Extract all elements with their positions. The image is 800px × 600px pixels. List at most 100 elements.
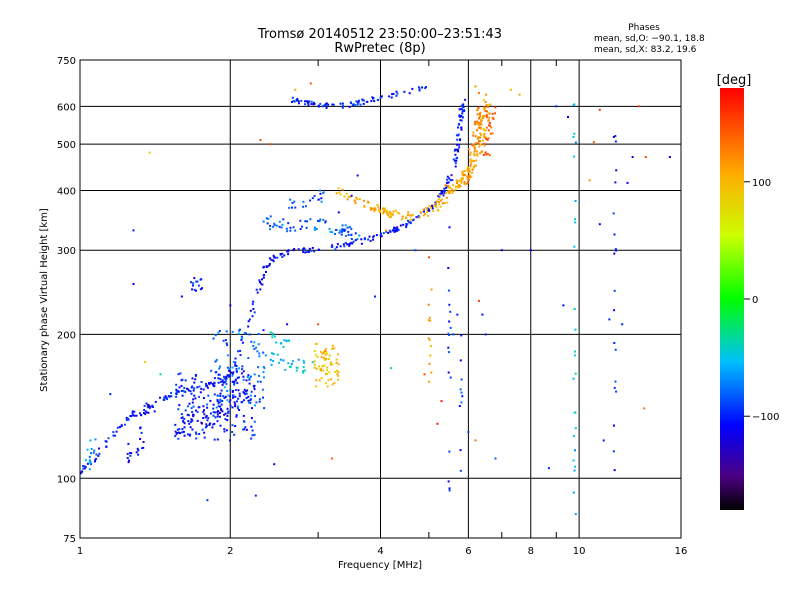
data-point bbox=[418, 89, 421, 92]
data-point bbox=[219, 394, 222, 397]
data-point bbox=[458, 108, 461, 111]
data-point bbox=[147, 411, 150, 414]
data-point bbox=[188, 434, 191, 437]
data-point bbox=[221, 383, 224, 386]
data-point bbox=[279, 358, 282, 361]
data-point bbox=[90, 448, 93, 450]
data-point bbox=[255, 288, 258, 291]
y-tick-label: 600 bbox=[57, 102, 76, 113]
data-point bbox=[293, 100, 296, 103]
data-point bbox=[305, 251, 308, 254]
data-point bbox=[484, 151, 487, 154]
data-point bbox=[615, 169, 618, 172]
data-point bbox=[269, 358, 272, 361]
data-point bbox=[226, 390, 229, 392]
data-point bbox=[321, 365, 324, 368]
data-point bbox=[473, 145, 476, 147]
data-point bbox=[460, 104, 463, 107]
data-point bbox=[442, 190, 445, 193]
data-point bbox=[324, 382, 327, 385]
data-point bbox=[326, 372, 329, 375]
data-point bbox=[90, 452, 92, 455]
data-point bbox=[225, 377, 228, 380]
data-point bbox=[320, 377, 323, 380]
data-point bbox=[401, 217, 404, 220]
data-point bbox=[572, 435, 575, 438]
data-point bbox=[272, 359, 275, 362]
data-point bbox=[302, 359, 305, 362]
data-point bbox=[573, 103, 576, 106]
data-point bbox=[408, 92, 411, 95]
data-point bbox=[176, 428, 179, 431]
data-point bbox=[278, 361, 280, 364]
data-point bbox=[463, 181, 466, 183]
data-point bbox=[236, 407, 239, 409]
data-point bbox=[88, 468, 91, 471]
data-point bbox=[447, 181, 450, 184]
x-tick-label: 1 bbox=[77, 546, 83, 557]
data-point bbox=[223, 430, 226, 433]
colorbar-label: [deg] bbox=[717, 73, 752, 88]
data-point bbox=[273, 222, 276, 225]
data-point bbox=[215, 406, 218, 409]
data-point bbox=[293, 248, 296, 250]
data-point bbox=[253, 341, 256, 344]
data-point bbox=[311, 197, 314, 200]
data-point bbox=[252, 300, 255, 303]
data-point bbox=[313, 226, 316, 229]
data-point bbox=[331, 363, 334, 366]
data-point bbox=[233, 383, 236, 386]
data-point bbox=[235, 367, 238, 370]
data-point bbox=[461, 109, 464, 112]
data-point bbox=[608, 318, 611, 321]
data-point bbox=[574, 465, 577, 468]
data-point bbox=[225, 342, 228, 345]
data-point bbox=[328, 358, 330, 360]
data-point bbox=[225, 376, 228, 379]
data-point bbox=[313, 366, 316, 369]
data-point bbox=[330, 378, 332, 381]
data-point bbox=[451, 179, 454, 182]
colorbar-tick-label: −100 bbox=[752, 412, 779, 423]
data-point bbox=[476, 120, 479, 123]
data-point bbox=[143, 412, 145, 414]
data-point bbox=[342, 243, 345, 246]
data-point bbox=[328, 371, 331, 374]
data-point bbox=[337, 211, 340, 214]
data-point bbox=[466, 177, 469, 180]
data-point bbox=[137, 449, 140, 452]
data-point bbox=[127, 417, 129, 420]
data-point bbox=[291, 201, 294, 204]
data-point bbox=[305, 205, 307, 208]
data-point bbox=[313, 350, 316, 352]
data-point bbox=[242, 391, 245, 394]
data-point bbox=[247, 325, 250, 328]
data-point bbox=[461, 178, 464, 181]
data-point bbox=[369, 208, 372, 211]
data-point bbox=[256, 350, 259, 353]
data-point bbox=[466, 181, 469, 184]
data-point bbox=[269, 228, 272, 231]
data-point bbox=[360, 238, 363, 241]
data-point bbox=[328, 354, 331, 357]
data-point bbox=[178, 431, 180, 434]
data-point bbox=[480, 117, 483, 120]
data-point bbox=[322, 191, 325, 194]
data-point bbox=[615, 390, 618, 393]
data-point bbox=[270, 363, 273, 366]
data-point bbox=[82, 465, 85, 467]
data-point bbox=[127, 442, 130, 445]
data-point bbox=[433, 205, 436, 207]
data-point bbox=[180, 295, 183, 298]
data-point bbox=[463, 109, 465, 112]
data-point bbox=[358, 234, 361, 237]
data-point bbox=[105, 445, 108, 448]
data-point bbox=[89, 461, 92, 464]
data-point bbox=[178, 428, 181, 431]
data-point bbox=[307, 250, 310, 253]
data-point bbox=[131, 412, 134, 415]
data-point bbox=[200, 381, 203, 383]
data-point bbox=[242, 378, 245, 381]
data-point bbox=[390, 96, 393, 99]
data-point bbox=[311, 246, 314, 249]
